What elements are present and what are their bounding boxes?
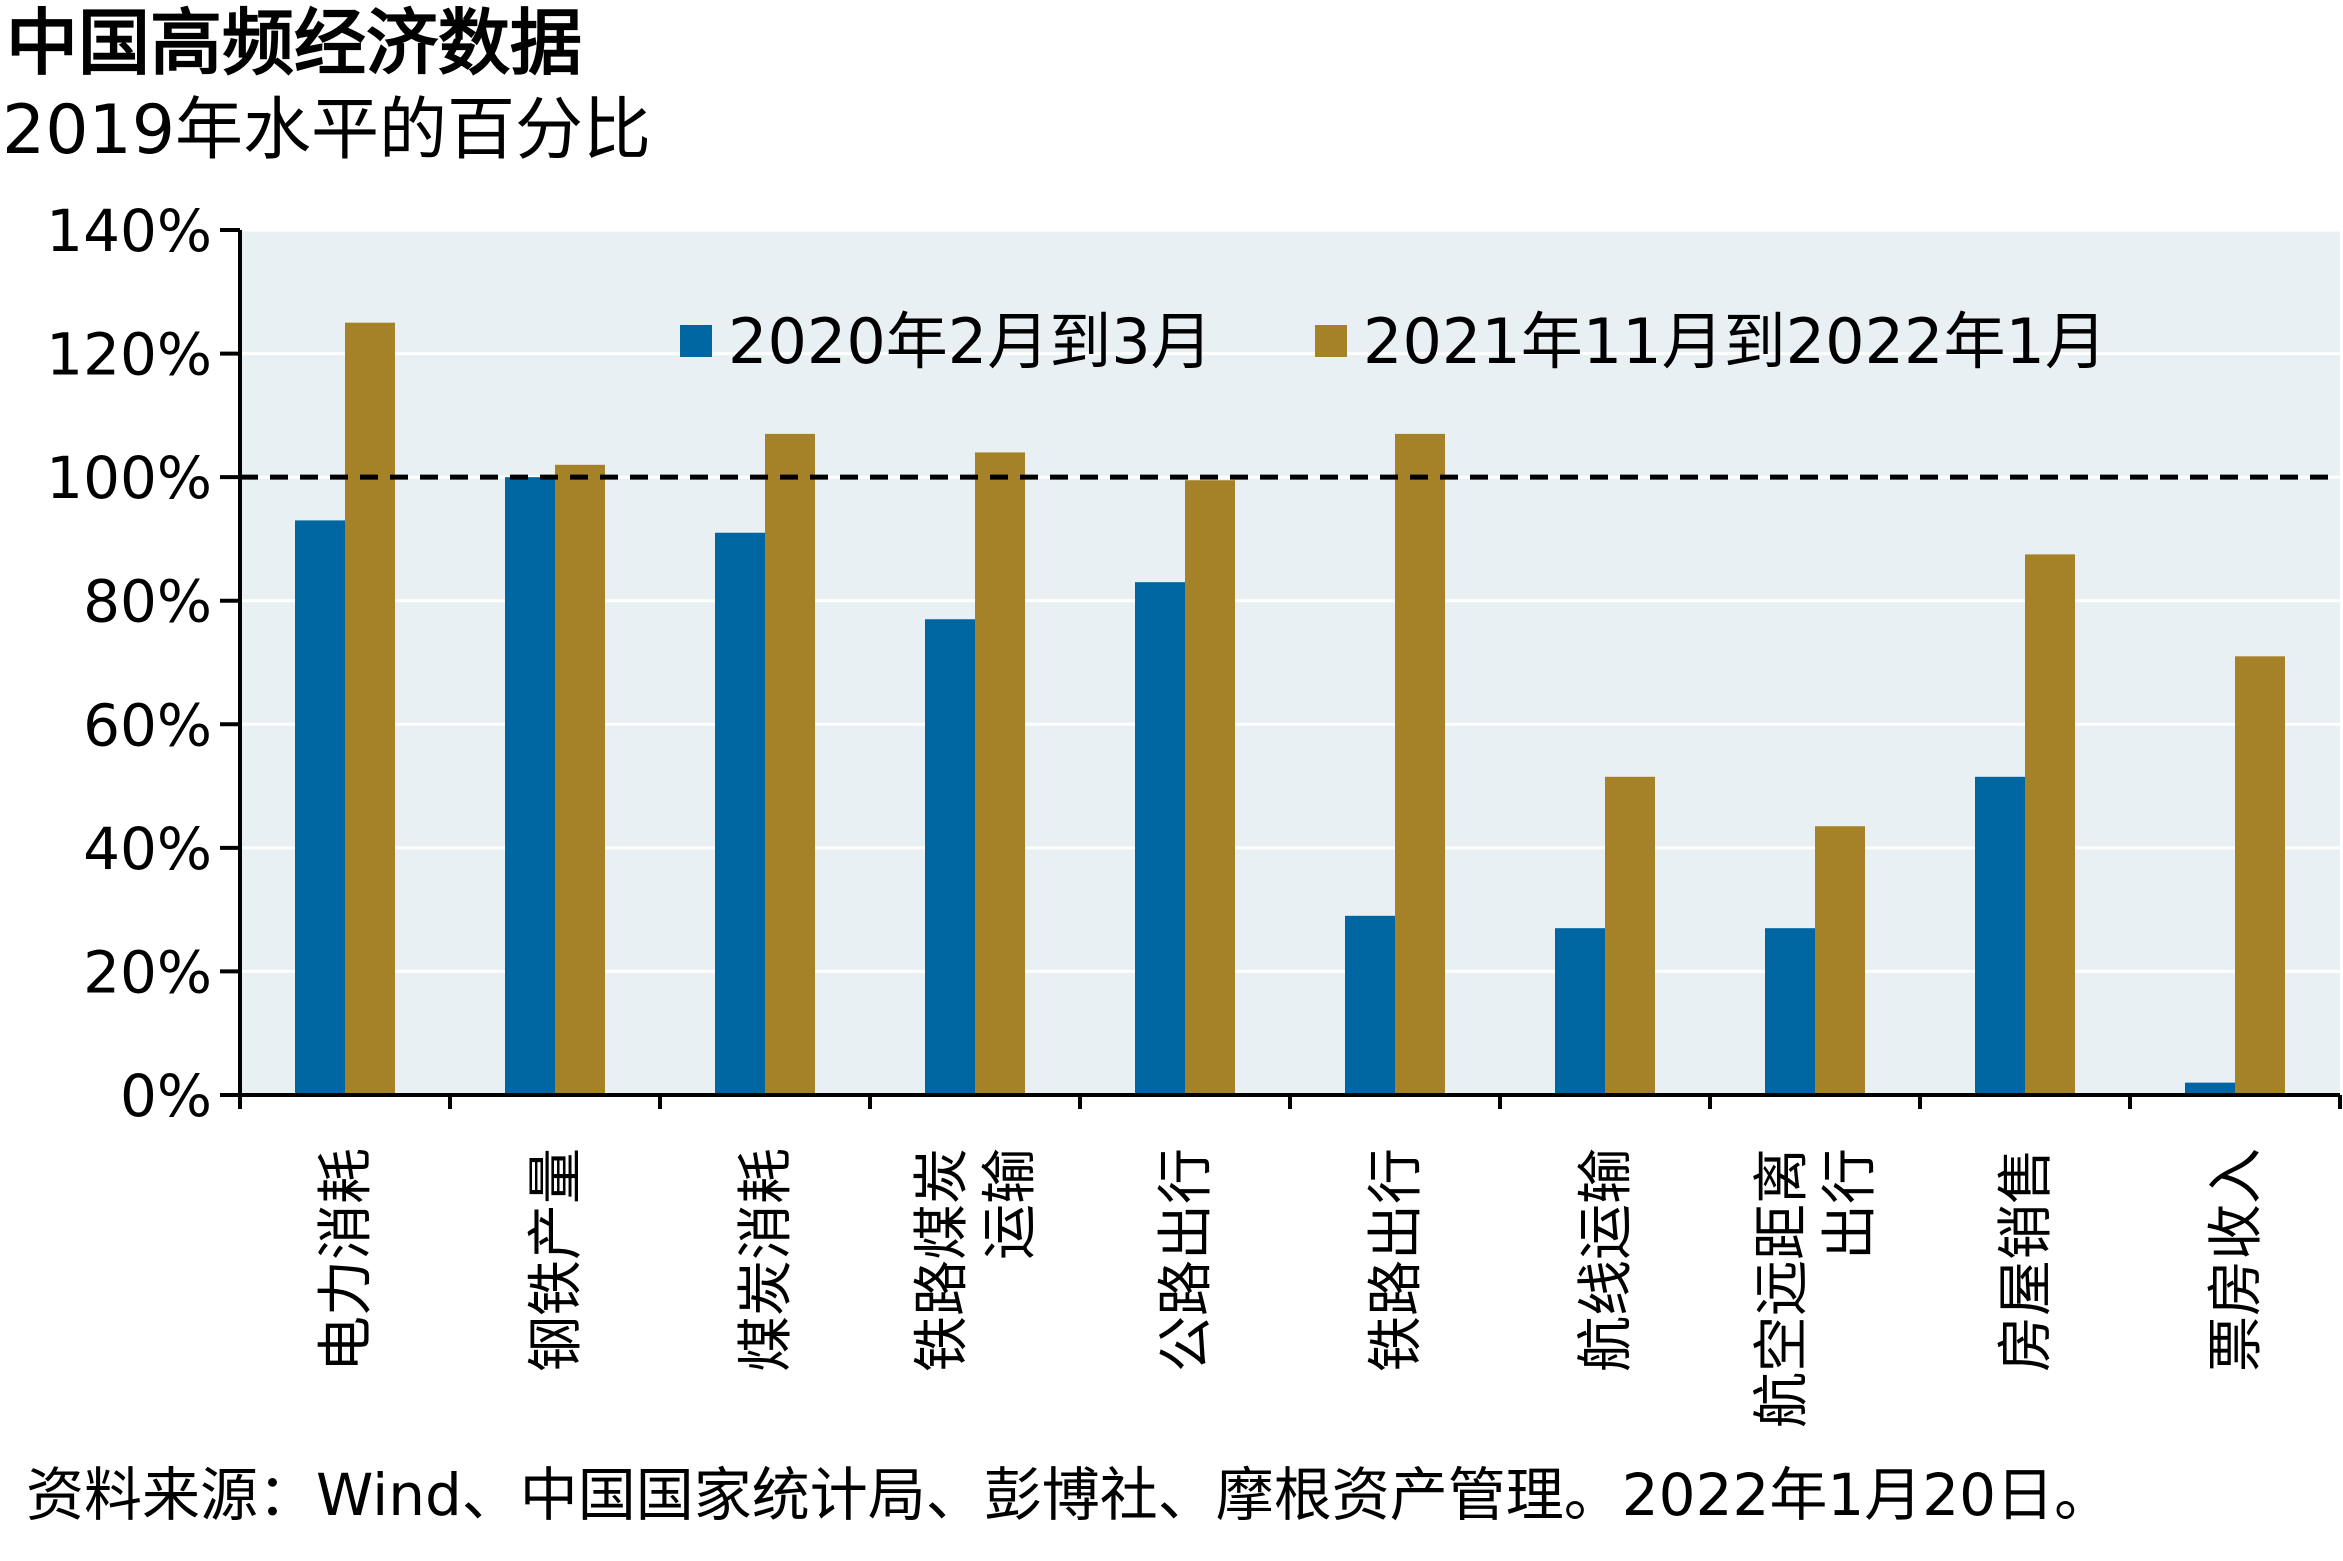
bar-s2-4 — [1185, 480, 1235, 1095]
x-label-3: 铁路煤炭 运输 — [910, 1148, 1043, 1372]
chart-title: 中国高频经济数据 — [6, 1, 583, 85]
x-label-8-line-0: 房屋销售 — [1994, 1148, 2059, 1372]
legend-swatch-1 — [680, 325, 712, 357]
bar-s1-4 — [1135, 582, 1185, 1095]
x-label-5-line-0: 铁路出行 — [1364, 1148, 1429, 1372]
bar-s1-3 — [925, 619, 975, 1095]
x-label-4: 公路出行 — [1154, 1148, 1219, 1372]
x-label-8: 房屋销售 — [1994, 1148, 2059, 1372]
y-tick-label-3: 60% — [83, 691, 212, 759]
x-label-0-line-0: 电力消耗 — [314, 1148, 379, 1372]
x-label-7-line-1: 出行 — [1818, 1148, 1883, 1260]
bar-s1-0 — [295, 520, 345, 1095]
legend-item-2: 2021年11月到2022年1月 — [1315, 305, 2107, 378]
y-tick-label-6: 120% — [46, 321, 212, 389]
bar-chart: 0% 20% 40% 60% 80% 100% 120% 140% 电力消耗 钢铁产量 煤炭消耗 铁… — [46, 197, 2342, 1428]
x-label-1: 钢铁产量 — [524, 1148, 589, 1372]
x-label-7: 航空远距离 出行 — [1750, 1148, 1883, 1428]
bar-s1-7 — [1765, 928, 1815, 1095]
y-tick-label-4: 80% — [83, 568, 212, 636]
x-label-2-line-0: 煤炭消耗 — [734, 1148, 799, 1372]
y-tick-labels: 0% 20% 40% 60% 80% 100% 120% 140% — [46, 197, 212, 1130]
bars — [295, 322, 2285, 1096]
bar-s1-5 — [1345, 915, 1395, 1095]
bar-s2-8 — [2025, 554, 2075, 1095]
x-label-4-line-0: 公路出行 — [1154, 1148, 1219, 1372]
legend-label-1: 2020年2月到3月 — [728, 305, 1213, 378]
x-label-3-line-1: 运输 — [978, 1148, 1043, 1260]
x-label-0: 电力消耗 — [314, 1148, 379, 1372]
bar-s2-5 — [1395, 433, 1445, 1096]
y-tick-label-7: 140% — [46, 197, 212, 265]
x-label-7-line-0: 航空远距离 — [1750, 1148, 1815, 1428]
x-label-1-line-0: 钢铁产量 — [524, 1148, 589, 1372]
x-label-3-line-0: 铁路煤炭 — [910, 1148, 975, 1372]
legend-item-1: 2020年2月到3月 — [680, 305, 1213, 378]
bar-s2-1 — [555, 464, 605, 1095]
y-tick-label-1: 20% — [83, 938, 212, 1006]
bar-s2-9 — [2235, 656, 2285, 1095]
bar-s2-3 — [975, 452, 1025, 1095]
bar-s1-1 — [505, 477, 555, 1096]
x-label-6-line-0: 航线运输 — [1574, 1148, 1639, 1372]
y-tick-label-2: 40% — [83, 815, 212, 883]
x-label-6: 航线运输 — [1574, 1148, 1639, 1372]
source-note: 资料来源：Wind、中国国家统计局、彭博社、摩根资产管理。2022年1月20日。 — [26, 1461, 2113, 1529]
x-category-labels: 电力消耗 钢铁产量 煤炭消耗 铁路煤炭 运输 公路出行 铁路出行 航线运输 航空远距离 出行 房屋销… — [314, 1148, 2269, 1428]
bar-s2-7 — [1815, 826, 1865, 1095]
x-label-9-line-0: 票房收入 — [2204, 1148, 2269, 1372]
x-label-9: 票房收入 — [2204, 1148, 2269, 1372]
bar-s2-0 — [345, 322, 395, 1095]
bar-s1-8 — [1975, 776, 2025, 1095]
y-tick-label-0: 0% — [120, 1062, 212, 1130]
bar-s1-9 — [2185, 1082, 2235, 1095]
bar-s1-6 — [1555, 928, 1605, 1095]
x-label-5: 铁路出行 — [1364, 1148, 1429, 1372]
legend: 2020年2月到3月 2021年11月到2022年1月 — [680, 305, 2107, 378]
x-label-2: 煤炭消耗 — [734, 1148, 799, 1372]
bar-s2-6 — [1605, 776, 1655, 1095]
axes — [220, 228, 2342, 1109]
legend-swatch-2 — [1315, 325, 1347, 357]
chart-subtitle: 2019年水平的百分比 — [2, 91, 652, 170]
legend-label-2: 2021年11月到2022年1月 — [1363, 305, 2107, 378]
y-tick-label-5: 100% — [46, 444, 212, 512]
bar-s1-2 — [715, 532, 765, 1095]
bar-s2-2 — [765, 433, 815, 1096]
